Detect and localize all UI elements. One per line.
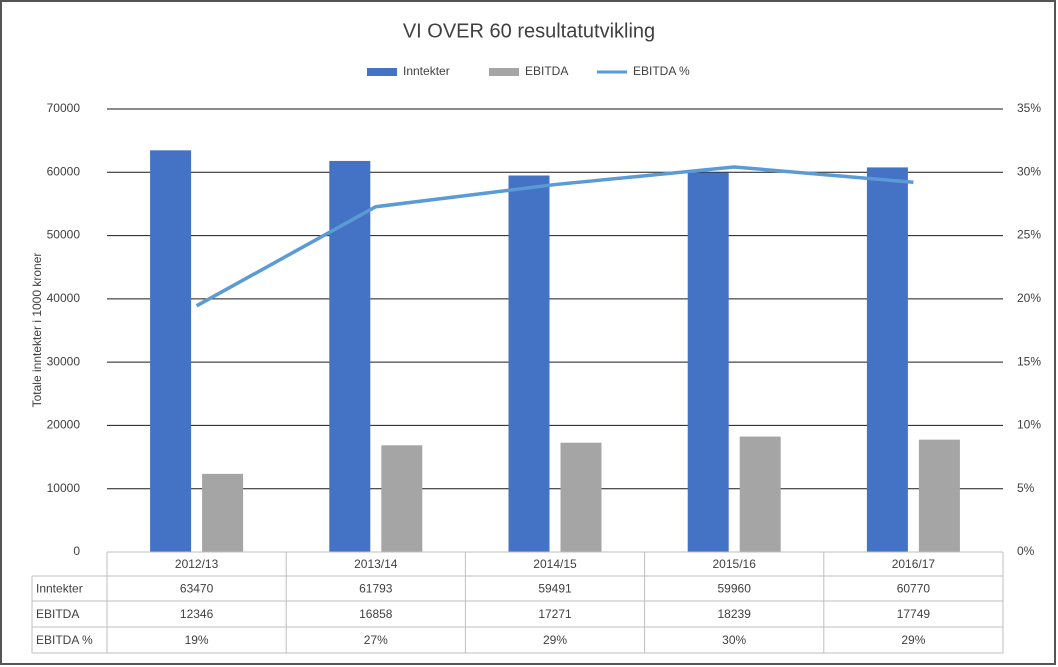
y2-tick-label: 35%	[1017, 101, 1041, 115]
table-cell: 29%	[901, 633, 925, 647]
table-cell: 17271	[538, 607, 572, 621]
y-tick-label: 40000	[47, 291, 81, 305]
bar	[508, 175, 550, 552]
bar	[560, 442, 602, 552]
table-cell: 59960	[718, 582, 752, 596]
x-tick-label: 2015/16	[713, 557, 757, 571]
legend-label: EBITDA	[525, 64, 568, 78]
table-row-header: EBITDA	[36, 607, 79, 621]
y-tick-label: 50000	[47, 228, 81, 242]
x-tick-label: 2012/13	[175, 557, 219, 571]
y2-tick-label: 30%	[1017, 164, 1041, 178]
table-cell: 12346	[180, 607, 214, 621]
bar	[329, 160, 371, 552]
y-tick-label: 70000	[47, 101, 81, 115]
y-tick-label: 60000	[47, 164, 81, 178]
table-cell: 19%	[185, 633, 209, 647]
legend-label: EBITDA %	[633, 64, 690, 78]
table-cell: 61793	[359, 582, 393, 596]
x-tick-label: 2013/14	[354, 557, 398, 571]
y2-tick-label: 5%	[1017, 481, 1035, 495]
table-cell: 30%	[722, 633, 746, 647]
legend-swatch	[489, 68, 519, 76]
y-tick-label: 0	[73, 544, 80, 558]
x-tick-label: 2016/17	[892, 557, 936, 571]
x-tick-label: 2014/15	[533, 557, 577, 571]
table-cell: 16858	[359, 607, 393, 621]
legend-swatch	[367, 68, 397, 76]
bar	[381, 445, 423, 552]
y-axis-label: Totale inntekter i 1000 kroner	[30, 253, 44, 408]
table-row-header: Inntekter	[36, 582, 83, 596]
line	[195, 165, 914, 308]
y2-tick-label: 0%	[1017, 544, 1035, 558]
y2-tick-label: 25%	[1017, 228, 1041, 242]
table-row-header: EBITDA %	[36, 633, 93, 647]
table-cell: 17749	[897, 607, 931, 621]
bar	[918, 439, 960, 552]
table-cell: 18239	[718, 607, 752, 621]
bar	[687, 172, 729, 552]
table-cell: 59491	[538, 582, 572, 596]
y2-tick-label: 15%	[1017, 354, 1041, 368]
table-cell: 29%	[543, 633, 567, 647]
table-cell: 63470	[180, 582, 214, 596]
bar	[739, 436, 781, 552]
bar	[150, 150, 192, 553]
y-tick-label: 20000	[47, 418, 81, 432]
y-tick-label: 10000	[47, 481, 81, 495]
chart-title: VI OVER 60 resultatutvikling	[403, 20, 655, 42]
table-cell: 60770	[897, 582, 931, 596]
y2-tick-label: 10%	[1017, 418, 1041, 432]
table-cell: 27%	[364, 633, 388, 647]
bar	[866, 167, 908, 552]
bar	[202, 473, 244, 552]
legend-label: Inntekter	[403, 64, 450, 78]
y-tick-label: 30000	[47, 354, 81, 368]
y2-tick-label: 20%	[1017, 291, 1041, 305]
